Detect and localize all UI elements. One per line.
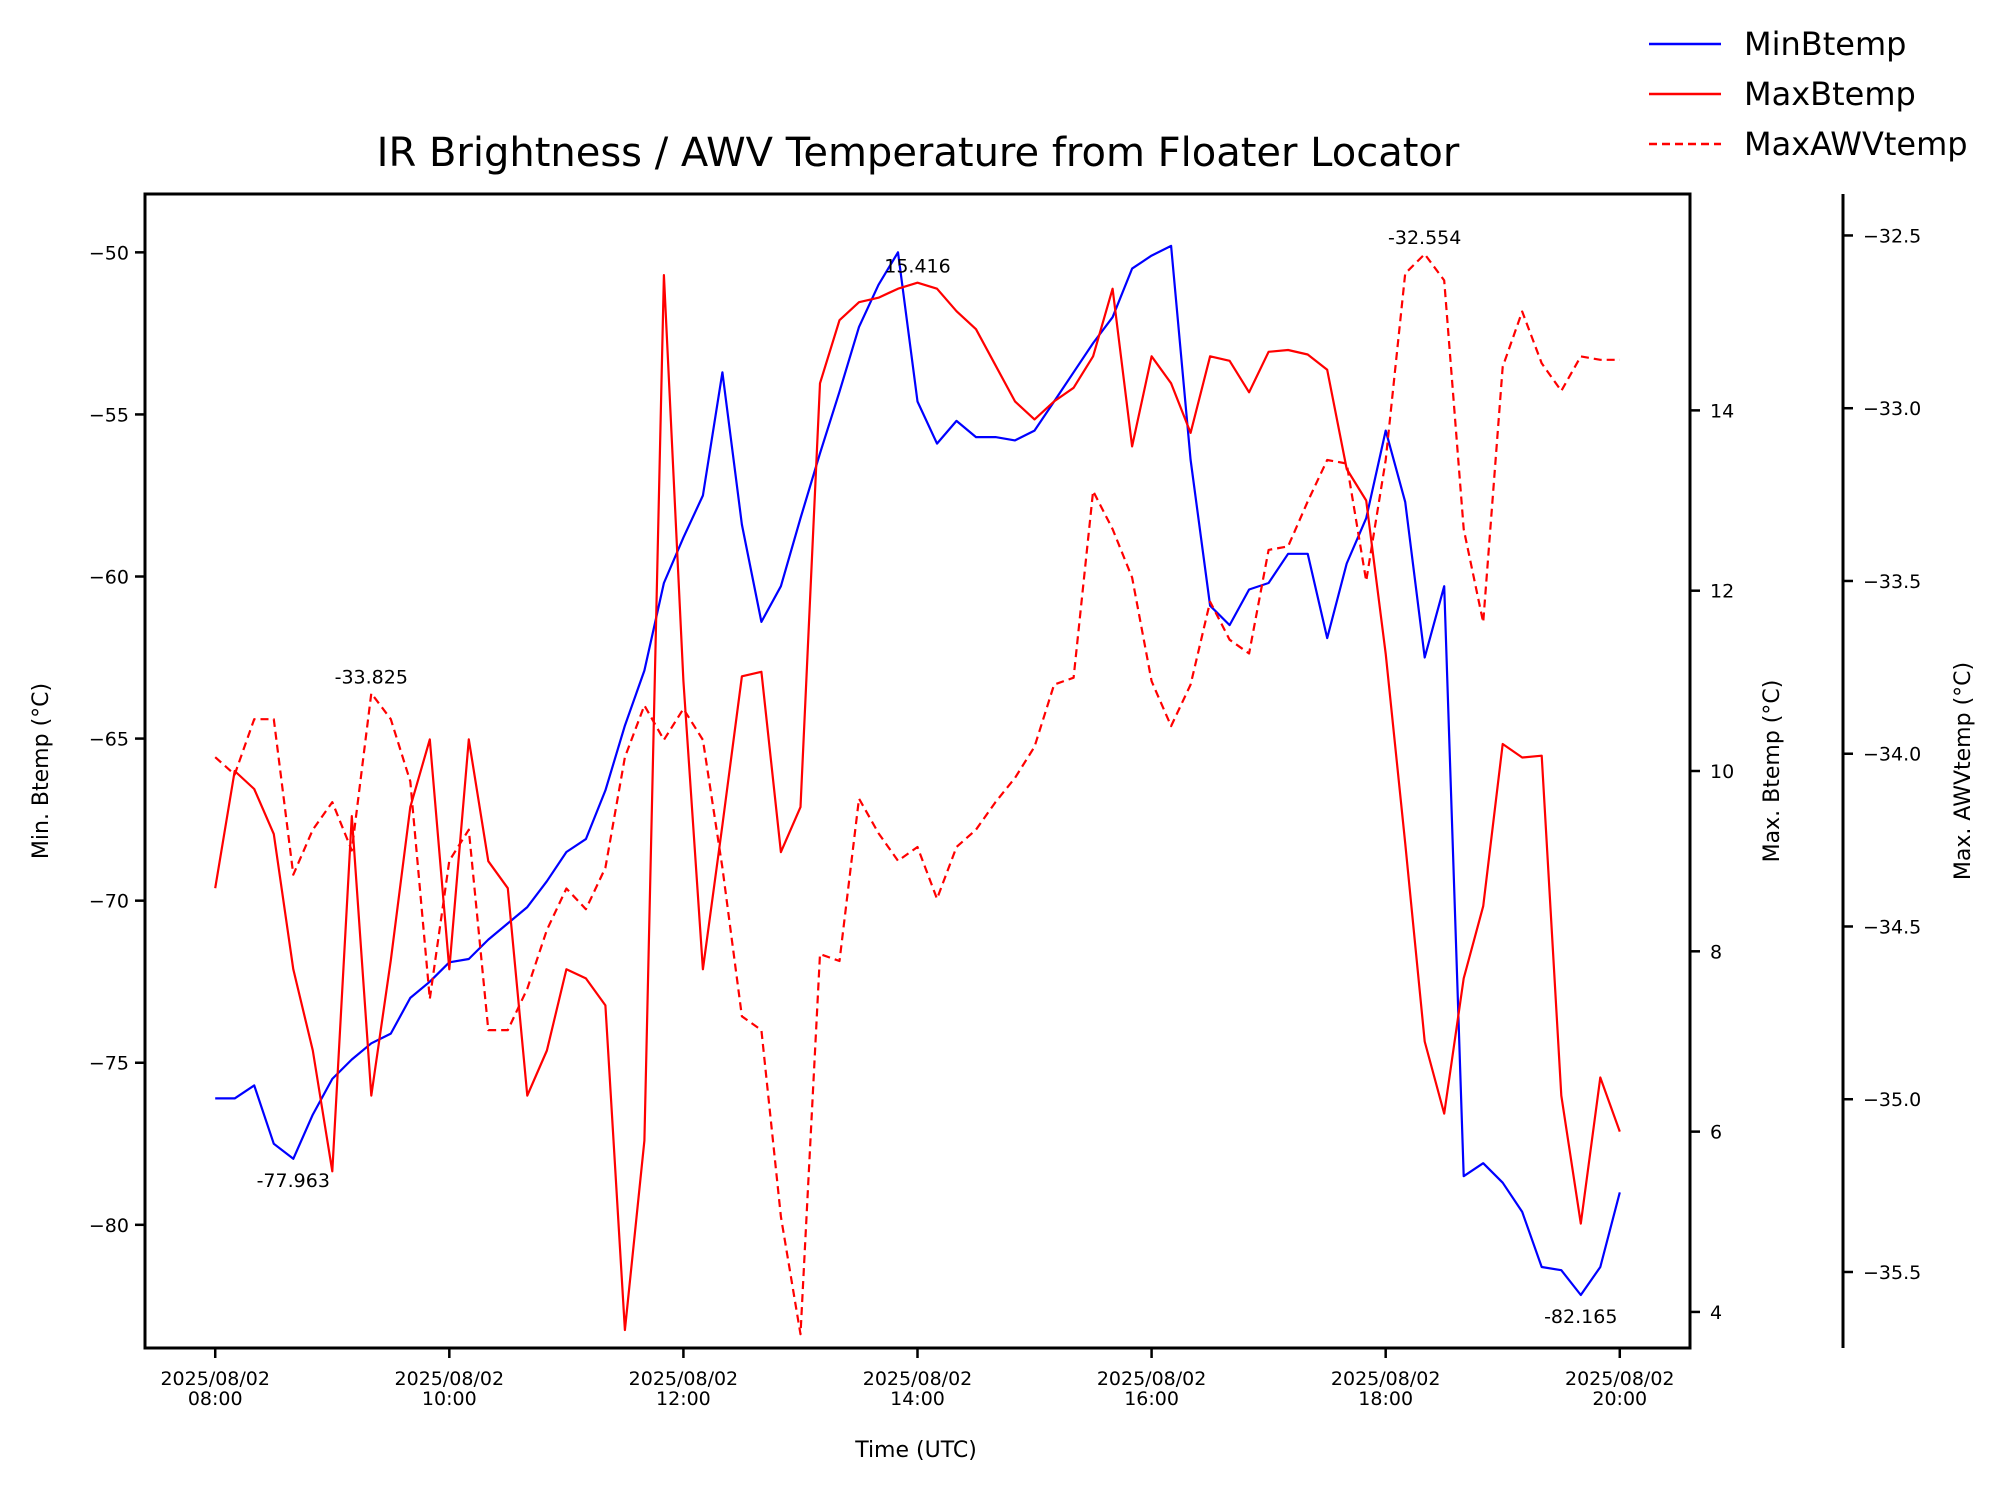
x-tick-label-time-2: 12:00 <box>656 1388 711 1410</box>
x-tick-label-date-5: 2025/08/02 <box>1331 1368 1441 1390</box>
legend-label-minbtemp: MinBtemp <box>1744 25 1906 63</box>
right-tick-label-5: 14 <box>1710 400 1734 422</box>
x-axis-ticks: 2025/08/0208:002025/08/0210:002025/08/02… <box>160 1348 1675 1410</box>
right-tick-label-3: 10 <box>1710 761 1734 783</box>
right2-tick-label-1: −35.0 <box>1863 1089 1921 1111</box>
left-tick-label-4: −60 <box>89 567 129 589</box>
right-tick-label-4: 12 <box>1710 581 1734 603</box>
x-tick-label-time-5: 18:00 <box>1358 1388 1413 1410</box>
series-line-maxawvtemp <box>214 253 1620 1336</box>
plot-frame <box>143 192 1692 1350</box>
x-tick-label-date-3: 2025/08/02 <box>863 1368 973 1390</box>
right2-tick-label-2: −34.5 <box>1863 916 1921 938</box>
right2-axis-label: Max. AWVtemp (°C) <box>1951 662 1976 880</box>
left-axis-label: Min. Btemp (°C) <box>29 683 54 859</box>
right-tick-label-0: 4 <box>1710 1302 1722 1324</box>
left-tick-label-6: −50 <box>89 242 129 264</box>
right-axis-ticks: 4 6 8 10 12 14 <box>1690 400 1734 1324</box>
right-tick-label-1: 6 <box>1710 1122 1722 1144</box>
left-tick-label-0: −80 <box>89 1215 129 1237</box>
x-tick-label-date-1: 2025/08/02 <box>395 1368 505 1390</box>
right-axis-label: Max. Btemp (°C) <box>1760 680 1785 863</box>
legend-label-maxbtemp: MaxBtemp <box>1744 75 1916 113</box>
x-tick-label-time-6: 20:00 <box>1592 1388 1647 1410</box>
left-tick-label-1: −75 <box>89 1053 129 1075</box>
right2-tick-label-5: −33.0 <box>1863 398 1921 420</box>
series-layer <box>214 244 1621 1336</box>
x-tick-label-time-3: 14:00 <box>890 1388 945 1410</box>
right2-tick-label-4: −33.5 <box>1863 571 1921 593</box>
right2-tick-label-3: −34.0 <box>1863 744 1921 766</box>
right2-axis-ticks: −35.5 −35.0 −34.5 −34.0 −33.5 −33.0 −32.5 <box>1843 225 1921 1284</box>
legend-label-maxawvtemp: MaxAWVtemp <box>1744 125 1968 163</box>
x-axis-label: Time (UTC) <box>854 1438 977 1463</box>
legend: MinBtemp MaxBtemp MaxAWVtemp <box>1649 25 1968 163</box>
left-tick-label-2: −70 <box>89 891 129 913</box>
left-axis-ticks: −80 −75 −70 −65 −60 −55 −50 <box>89 242 145 1237</box>
left-tick-label-5: −55 <box>89 404 129 426</box>
x-tick-label-date-6: 2025/08/02 <box>1565 1368 1675 1390</box>
series-line-maxbtemp <box>214 274 1621 1332</box>
annotation-4: -32.554 <box>1388 227 1461 249</box>
chart-title: IR Brightness / AWV Temperature from Flo… <box>377 130 1460 176</box>
right2-tick-label-0: −35.5 <box>1863 1262 1921 1284</box>
annotation-1: -82.165 <box>1544 1306 1617 1328</box>
x-tick-label-date-2: 2025/08/02 <box>629 1368 739 1390</box>
series-line-minbtemp <box>215 244 1621 1297</box>
left-tick-label-3: −65 <box>89 729 129 751</box>
annotation-2: 15.416 <box>884 256 950 278</box>
x-tick-label-date-4: 2025/08/02 <box>1097 1368 1207 1390</box>
annotation-0: -77.963 <box>257 1170 330 1192</box>
x-tick-label-time-0: 08:00 <box>188 1388 243 1410</box>
x-tick-label-time-1: 10:00 <box>422 1388 477 1410</box>
right-tick-label-2: 8 <box>1710 941 1722 963</box>
right2-tick-label-6: −32.5 <box>1863 225 1921 247</box>
x-tick-label-date-0: 2025/08/02 <box>160 1368 270 1390</box>
x-tick-label-time-4: 16:00 <box>1124 1388 1179 1410</box>
annotation-3: -33.825 <box>335 666 408 688</box>
annotation-layer: -77.963 -82.165 15.416 -33.825 -32.554 <box>257 227 1618 1328</box>
